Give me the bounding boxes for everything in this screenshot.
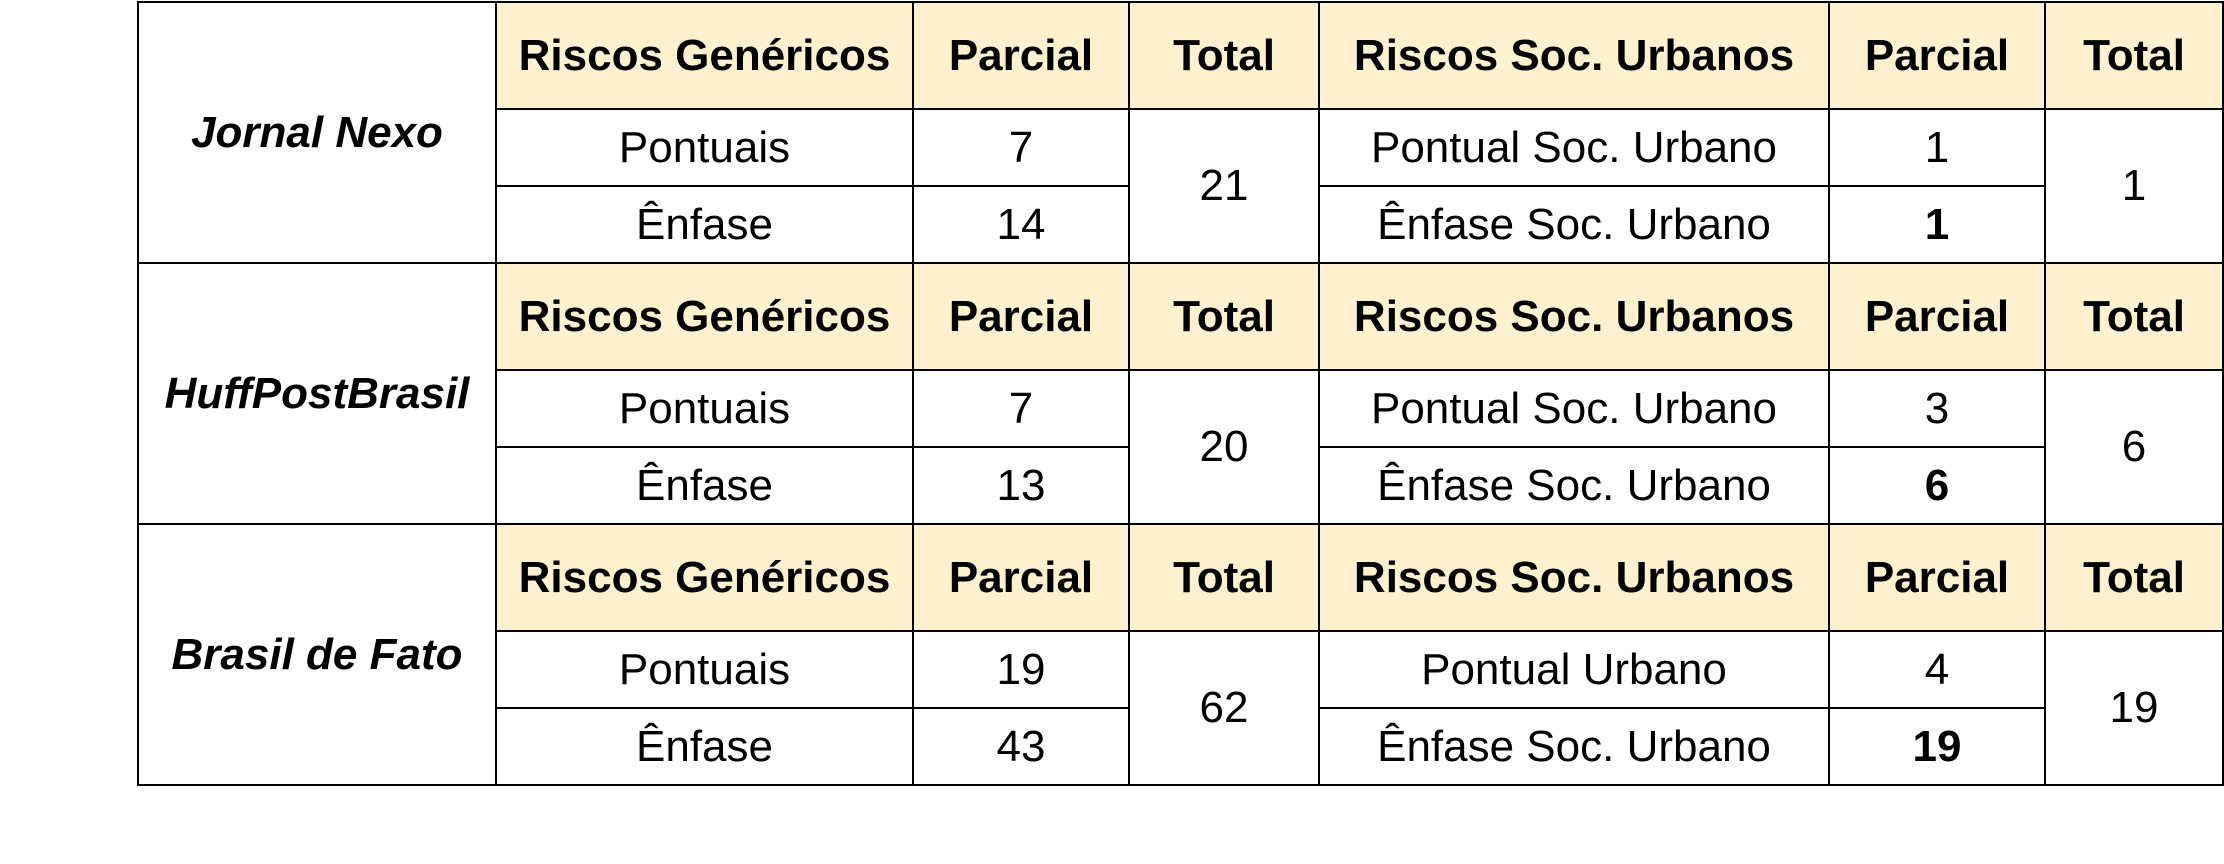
header-parcial: Parcial — [912, 1, 1130, 110]
header-row: Brasil de Fato Riscos Genéricos Parcial … — [137, 523, 2224, 786]
pontuais-parcial: 7 — [912, 369, 1130, 448]
header-riscos-soc-urbanos: Riscos Soc. Urbanos — [1318, 523, 1830, 632]
outlet-name: Brasil de Fato — [137, 523, 497, 786]
header-riscos-genericos: Riscos Genéricos — [495, 523, 914, 632]
header-riscos-soc-urbanos: Riscos Soc. Urbanos — [1318, 262, 1830, 371]
pontuais-parcial: 7 — [912, 108, 1130, 187]
pontuais-label: Pontuais — [495, 369, 914, 448]
table-row: Ênfase 14 Ênfase Soc. Urbano 1 — [138, 185, 2223, 264]
header-parcial: Parcial — [1828, 1, 2046, 110]
header-riscos-genericos-label: Riscos Genéricos — [518, 291, 891, 341]
table-row: Pontuais 7 21 Pontual Soc. Urbano 1 1 — [138, 108, 2224, 264]
header-total: Total — [1128, 1, 1320, 110]
header-parcial: Parcial — [912, 523, 1130, 632]
header-total: Total — [2044, 1, 2224, 110]
pontuais-parcial: 19 — [912, 630, 1130, 709]
generic-total: 62 — [1128, 630, 1320, 786]
enfase-label: Ênfase — [495, 446, 914, 525]
enfase-urbano-parcial: 6 — [1828, 446, 2046, 525]
enfase-urbano-parcial: 1 — [1828, 185, 2046, 264]
enfase-label: Ênfase — [495, 185, 914, 264]
header-parcial: Parcial — [1828, 262, 2046, 371]
table-row: Pontuais 7 20 Pontual Soc. Urbano 3 6 — [138, 369, 2224, 525]
outlet-name: HuffPostBrasil — [137, 262, 497, 525]
pontual-urbano-label: Pontual Soc. Urbano — [1318, 108, 1830, 187]
table-row: Pontuais 19 62 Pontual Urbano 4 19 — [138, 630, 2224, 786]
enfase-parcial: 13 — [912, 446, 1130, 525]
header-riscos-genericos: Riscos Genéricos — [495, 1, 914, 110]
urbano-total: 1 — [2044, 108, 2224, 264]
pontuais-label: Pontuais — [495, 630, 914, 709]
generic-total: 21 — [1128, 108, 1320, 264]
pontuais-label: Pontuais — [495, 108, 914, 187]
pontual-urbano-parcial: 3 — [1828, 369, 2046, 448]
header-riscos-soc-urbanos: Riscos Soc. Urbanos — [1318, 1, 1830, 110]
header-total: Total — [1128, 523, 1320, 632]
table-row: Ênfase 13 Ênfase Soc. Urbano 6 — [138, 446, 2223, 525]
enfase-urbano-label: Ênfase Soc. Urbano — [1318, 707, 1830, 786]
enfase-urbano-parcial: 19 — [1828, 707, 2046, 786]
enfase-urbano-label: Ênfase Soc. Urbano — [1318, 446, 1830, 525]
header-total: Total — [2044, 523, 2224, 632]
pontual-urbano-label: Pontual Soc. Urbano — [1318, 369, 1830, 448]
enfase-label: Ênfase — [495, 707, 914, 786]
header-parcial: Parcial — [912, 262, 1130, 371]
enfase-parcial: 43 — [912, 707, 1130, 786]
header-parcial: Parcial — [1828, 523, 2046, 632]
header-row: Jornal Nexo Riscos Genéricos Parcial Tot… — [137, 1, 2224, 264]
generic-total: 20 — [1128, 369, 1320, 525]
enfase-parcial: 14 — [912, 185, 1130, 264]
urbano-total: 19 — [2044, 630, 2224, 786]
table-row: Ênfase 43 Ênfase Soc. Urbano 19 — [138, 707, 2223, 786]
pontual-urbano-label: Pontual Urbano — [1318, 630, 1830, 709]
header-riscos-genericos-label: Riscos Genéricos — [518, 552, 891, 602]
risk-table: Jornal Nexo Riscos Genéricos Parcial Tot… — [137, 1, 2224, 786]
urbano-total: 6 — [2044, 369, 2224, 525]
enfase-urbano-label: Ênfase Soc. Urbano — [1318, 185, 1830, 264]
header-total: Total — [1128, 262, 1320, 371]
pontual-urbano-parcial: 4 — [1828, 630, 2046, 709]
pontual-urbano-parcial: 1 — [1828, 108, 2046, 187]
header-riscos-genericos: Riscos Genéricos — [495, 262, 914, 371]
outlet-name: Jornal Nexo — [137, 1, 497, 264]
header-total: Total — [2044, 262, 2224, 371]
header-row: HuffPostBrasil Riscos Genéricos Parcial … — [137, 262, 2224, 525]
header-riscos-genericos-label: Riscos Genéricos — [518, 30, 891, 80]
